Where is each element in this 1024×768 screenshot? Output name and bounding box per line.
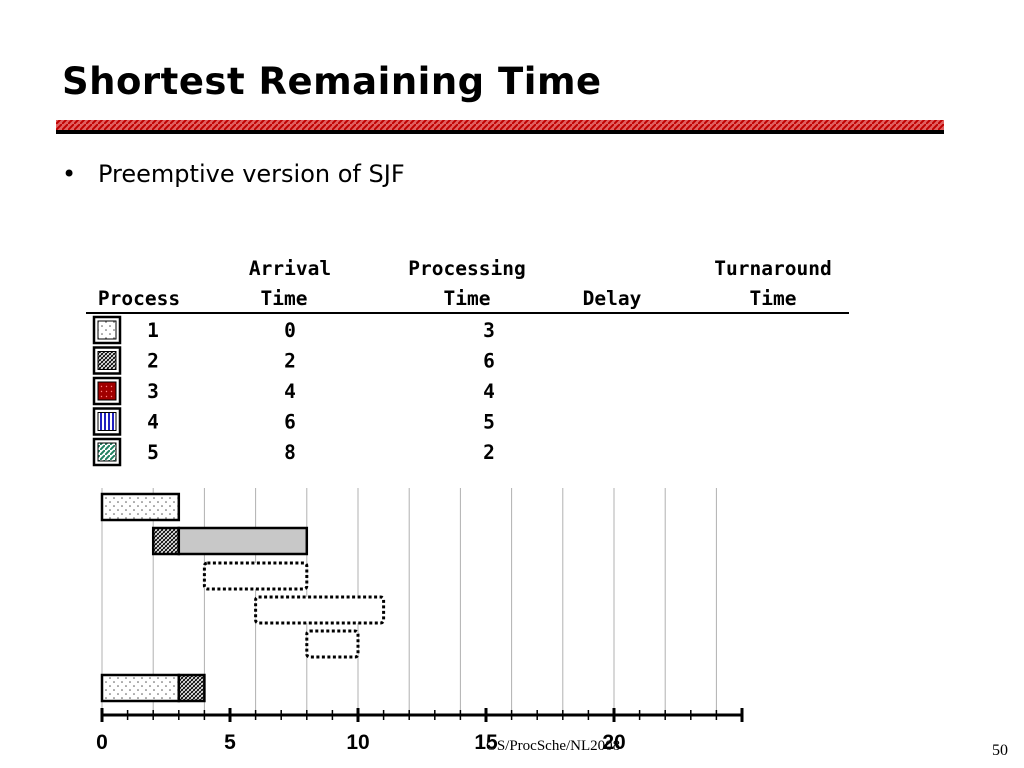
header-processing-line2: Time: [444, 287, 491, 310]
table-row: 2 2 6: [92, 346, 495, 375]
slide-title: Shortest Remaining Time: [62, 60, 602, 103]
title-underline: [56, 120, 944, 134]
gantt-bars: [100, 492, 386, 703]
processing-cell: 3: [483, 319, 495, 342]
gantt-bar: [100, 492, 181, 522]
schedule-bar: [100, 673, 181, 703]
process-cell: 2: [147, 350, 159, 373]
gantt-row-process-4: [254, 595, 386, 625]
header-arrival-line1: Arrival: [249, 257, 331, 280]
table-row: 3 4 4: [92, 376, 495, 406]
table-body: 1 0 3 2 2 6 3 4 4 4 6 5 5 8 2: [92, 315, 495, 467]
process-swatch-fill: [97, 442, 117, 462]
table-row: 5 8 2: [92, 437, 495, 467]
gantt-row-process-3: [202, 561, 309, 591]
header-turnaround-line1: Turnaround: [714, 257, 831, 280]
arrival-cell: 6: [284, 411, 296, 434]
processing-cell: 6: [483, 350, 495, 373]
footer-course-label: OS/ProcSche/NL2008: [486, 738, 621, 754]
process-cell: 5: [147, 441, 159, 464]
bullet-text: Preemptive version of SJF: [98, 160, 405, 188]
gantt-row-process-1: [100, 492, 181, 522]
gantt-chart: 0 5 10 15 20: [96, 488, 744, 754]
bullet-marker: •: [62, 160, 77, 188]
gantt-row-process-5: [305, 629, 360, 659]
processing-cell: 5: [483, 411, 495, 434]
header-delay: Delay: [583, 287, 642, 310]
x-tick-label: 10: [346, 731, 369, 754]
arrival-cell: 8: [284, 441, 296, 464]
process-cell: 4: [147, 411, 159, 434]
gantt-bar: [254, 595, 386, 625]
process-swatch-fill: [97, 320, 117, 340]
x-tick-label: 15: [474, 731, 498, 754]
process-cell: 3: [147, 380, 159, 403]
gantt-bar: [305, 629, 360, 659]
processing-cell: 2: [483, 441, 495, 464]
table-header: Arrival Processing Turnaround Process Ti…: [86, 257, 849, 314]
process-swatch-fill: [97, 351, 117, 370]
process-cell: 1: [147, 319, 159, 342]
arrival-cell: 4: [284, 380, 296, 403]
header-process: Process: [98, 287, 180, 310]
processing-cell: 4: [483, 380, 495, 403]
x-tick-label: 5: [224, 731, 236, 754]
header-arrival-line2: Time: [261, 287, 308, 310]
x-tick-label: 20: [602, 731, 625, 754]
process-swatch-fill: [97, 412, 117, 431]
table-row: 4 6 5: [92, 407, 495, 436]
gantt-schedule-row: [100, 673, 206, 703]
gantt-bar: [177, 526, 309, 556]
schedule-bar: [177, 673, 206, 703]
x-tick-label: 0: [96, 731, 108, 754]
header-turnaround-line2: Time: [750, 287, 797, 310]
arrival-cell: 2: [284, 350, 296, 373]
gantt-row-process-2: [151, 526, 309, 556]
process-swatch-fill: [97, 381, 117, 401]
gantt-bar: [151, 526, 181, 556]
gantt-bar: [202, 561, 309, 591]
page-number: 50: [992, 742, 1008, 759]
header-processing-line1: Processing: [408, 257, 525, 280]
bullet-item: • Preemptive version of SJF: [62, 160, 405, 188]
gantt-axis: 0 5 10 15 20: [96, 708, 744, 754]
table-row: 1 0 3: [92, 315, 495, 345]
arrival-cell: 0: [284, 319, 296, 342]
